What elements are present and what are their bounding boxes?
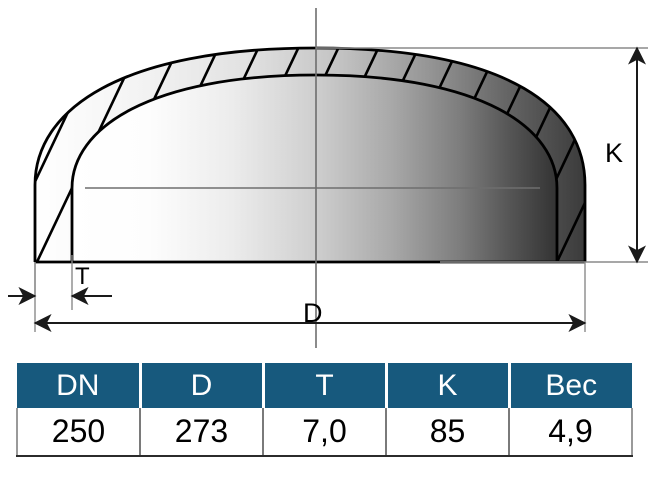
column-header-k: K: [386, 363, 511, 408]
column-header-bec: Bec: [509, 363, 632, 408]
column-header-t: T: [263, 363, 388, 408]
section-hatching: [0, 0, 655, 341]
table-header-row: DN D T K Bec: [17, 363, 632, 408]
cell-t: 7,0: [262, 408, 387, 457]
cap-technical-drawing: [0, 0, 655, 348]
cap-body-fill: [72, 75, 557, 262]
cell-k: 85: [385, 408, 510, 457]
specification-table: DN D T K Bec 250 273 7,0 85 4,9: [16, 363, 633, 457]
centerlines: [85, 8, 540, 348]
column-header-dn: DN: [17, 363, 142, 408]
cell-d: 273: [139, 408, 264, 457]
dimension-label-d: D: [303, 298, 323, 328]
table-row: 250 273 7,0 85 4,9: [16, 408, 633, 457]
dimension-label-k: K: [605, 138, 624, 168]
cell-bec: 4,9: [508, 408, 633, 457]
cell-dn: 250: [16, 408, 141, 457]
dimension-label-t: T: [75, 263, 90, 290]
column-header-d: D: [140, 363, 265, 408]
